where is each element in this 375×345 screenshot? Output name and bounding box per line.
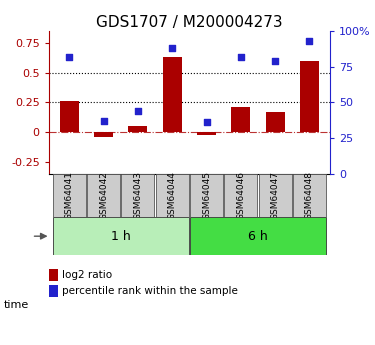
Point [272, 58, 278, 64]
Text: GSM64041: GSM64041 [65, 171, 74, 220]
Text: GSM64043: GSM64043 [134, 171, 142, 220]
Text: GSM64048: GSM64048 [305, 171, 314, 220]
Text: GSM64044: GSM64044 [168, 171, 177, 220]
Text: percentile rank within the sample: percentile rank within the sample [62, 286, 238, 296]
Point [306, 38, 312, 44]
Bar [53, 174, 86, 217]
Point [135, 108, 141, 114]
Bar [163, 57, 182, 132]
Text: 6 h: 6 h [248, 230, 268, 243]
Bar [190, 174, 223, 217]
Bar [197, 132, 216, 135]
Bar [87, 174, 120, 217]
Title: GDS1707 / M200004273: GDS1707 / M200004273 [96, 15, 283, 30]
Bar [122, 174, 154, 217]
Text: GSM64046: GSM64046 [236, 171, 245, 220]
Bar [259, 174, 292, 217]
Point [238, 54, 244, 59]
Bar [156, 174, 189, 217]
Point [169, 46, 175, 51]
Text: GSM64047: GSM64047 [271, 171, 280, 220]
Bar [300, 61, 319, 132]
Text: log2 ratio: log2 ratio [62, 270, 112, 280]
Text: time: time [4, 300, 29, 310]
Text: GSM64045: GSM64045 [202, 171, 211, 220]
Bar [266, 112, 285, 132]
Bar [60, 101, 79, 132]
Text: 1 h: 1 h [111, 230, 130, 243]
Bar [224, 174, 257, 217]
Bar [94, 132, 113, 137]
Bar [293, 174, 326, 217]
Bar [190, 217, 326, 255]
Point [100, 118, 106, 124]
Point [66, 54, 72, 59]
Bar [129, 126, 147, 132]
Bar [231, 107, 250, 132]
Bar [53, 217, 189, 255]
Text: GSM64042: GSM64042 [99, 171, 108, 220]
Point [204, 120, 210, 125]
